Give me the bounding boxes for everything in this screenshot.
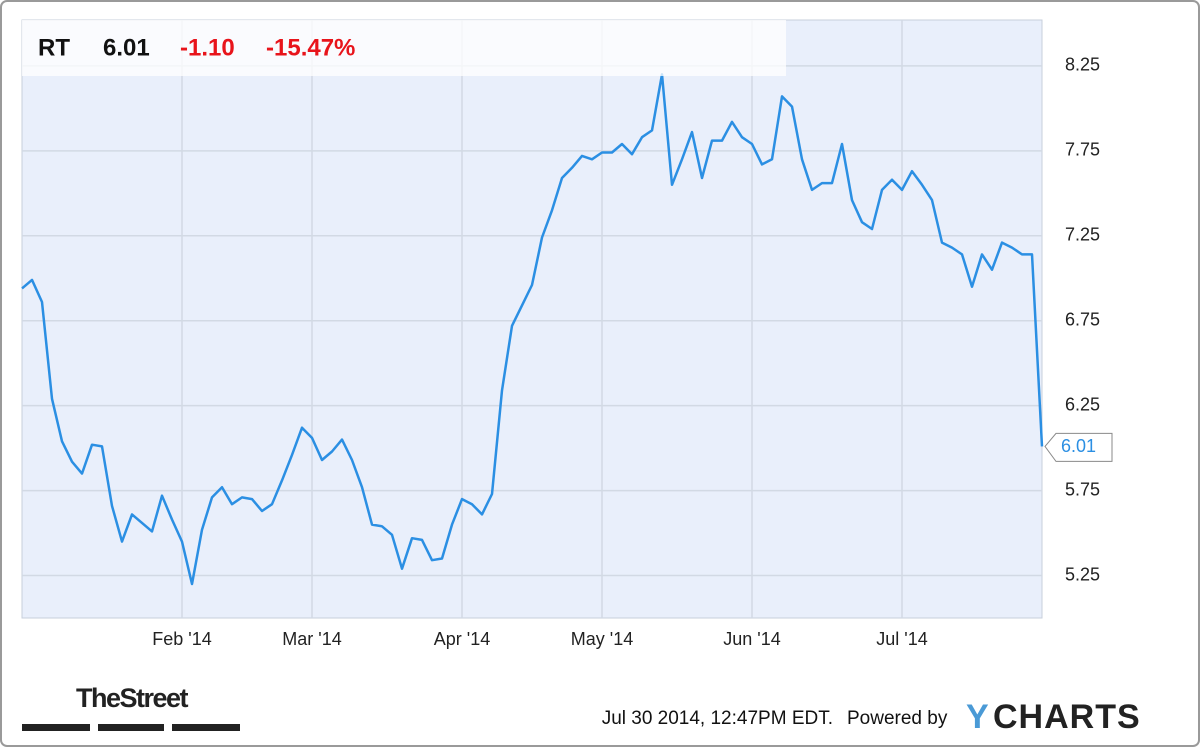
y-tick-label: 6.75: [1065, 309, 1100, 329]
y-tick-label: 6.25: [1065, 394, 1100, 414]
x-tick-label: Jun '14: [723, 629, 780, 649]
brand: TheStreet: [76, 683, 189, 713]
header-box: [22, 20, 786, 76]
brand-bar: [22, 724, 90, 731]
logo-text: CHARTS: [993, 698, 1141, 736]
x-tick-label: Jul '14: [876, 629, 927, 649]
price: 6.01: [103, 34, 150, 61]
plot-area: [21, 19, 1043, 619]
timestamp: Jul 30 2014, 12:47PM EDT.: [602, 708, 833, 729]
x-tick-label: Feb '14: [152, 629, 211, 649]
last-value-label: 6.01: [1061, 436, 1096, 456]
change-percent: -15.47%: [266, 34, 355, 61]
y-tick-label: 5.75: [1065, 479, 1100, 499]
price-line: [21, 73, 1044, 586]
change: -1.10: [180, 34, 235, 61]
y-tick-label: 8.25: [1065, 55, 1100, 75]
x-tick-label: May '14: [571, 629, 633, 649]
y-tick-label: 7.25: [1065, 225, 1100, 245]
marks: [21, 73, 1044, 586]
brand-bar: [172, 724, 240, 731]
brand-bar: [98, 724, 164, 731]
logo-mark: Y: [966, 698, 989, 736]
powered-by: Powered by: [847, 708, 948, 729]
x-tick-label: Apr '14: [434, 629, 490, 649]
y-tick-label: 5.25: [1065, 564, 1100, 584]
symbol: RT: [38, 34, 70, 61]
y-tick-label: 7.75: [1065, 140, 1100, 160]
x-tick-label: Mar '14: [282, 629, 341, 649]
last-value-box: [1044, 432, 1113, 462]
